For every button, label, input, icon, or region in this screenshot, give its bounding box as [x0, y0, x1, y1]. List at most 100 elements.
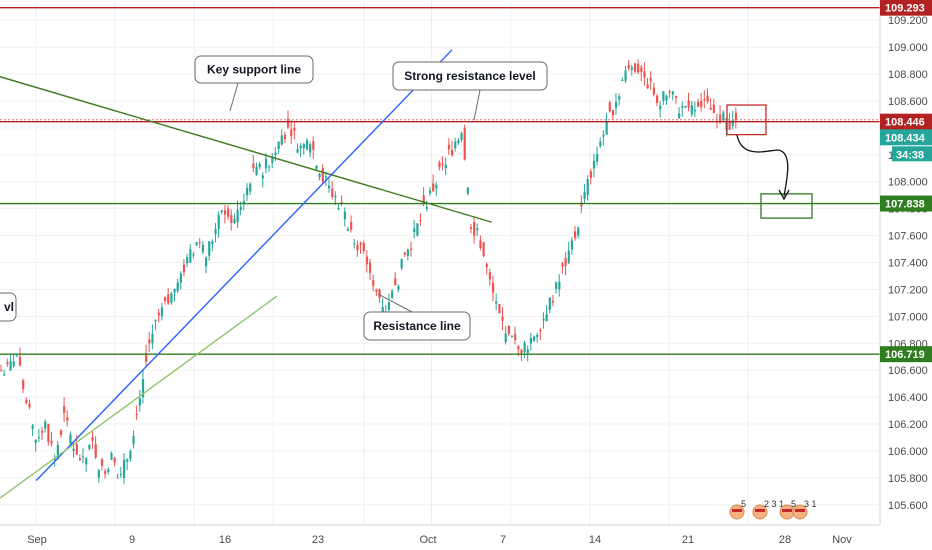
candle-body: [41, 430, 44, 433]
candle-body: [643, 71, 646, 78]
trendlines: [0, 49, 492, 499]
candle-body: [728, 121, 731, 130]
level-price-label: 106.719: [885, 349, 925, 361]
candle-body: [302, 144, 305, 149]
candle-body: [337, 208, 340, 210]
candle-body: [331, 188, 334, 197]
callout: vl: [0, 292, 17, 322]
candle-body: [712, 104, 715, 113]
candle-body: [633, 63, 637, 72]
candle-body: [570, 240, 574, 250]
candle-body: [608, 102, 611, 112]
candle-body: [637, 63, 640, 73]
candle-body: [674, 95, 678, 98]
candle-body: [548, 297, 551, 310]
candle-body: [463, 127, 466, 160]
candle-body: [485, 264, 488, 268]
candle-body: [167, 294, 170, 304]
candle-body: [328, 185, 331, 189]
candle-body: [97, 469, 100, 478]
candle-body: [186, 257, 189, 264]
forecast-arrow: [736, 134, 789, 197]
candle-body: [157, 312, 160, 316]
candle-body: [0, 370, 3, 372]
y-tick-label: 108.000: [888, 177, 928, 189]
candle-body: [233, 218, 236, 223]
candle-body: [214, 228, 217, 235]
candle-body: [220, 210, 223, 213]
candle-body: [312, 141, 315, 150]
callout-box: [363, 311, 471, 341]
candle-body: [25, 399, 28, 404]
candle-body: [365, 256, 369, 265]
candle-body: [693, 109, 697, 112]
timer-tag: [892, 146, 932, 162]
y-tick-label: 109.000: [888, 42, 928, 54]
y-tick-label: 105.600: [888, 500, 928, 512]
x-tick-label: 7: [500, 534, 506, 546]
candle-body: [249, 183, 252, 192]
candle-body: [141, 379, 145, 398]
candle-body: [100, 459, 104, 466]
last-price-tag: [880, 129, 932, 146]
candle-body: [305, 140, 309, 150]
candle-body: [577, 227, 580, 236]
candle-body: [15, 355, 18, 357]
candle-body: [564, 258, 567, 267]
candle-body: [88, 444, 91, 449]
event-group-4: 3 1: [792, 499, 817, 520]
candle-body: [359, 242, 362, 245]
event-group-1: 5: [729, 499, 746, 520]
candle-body: [189, 249, 192, 263]
horizontal-levels: [0, 7, 880, 355]
candle-body: [671, 91, 674, 95]
y-tick-label: 107.200: [888, 284, 928, 296]
candle-body: [3, 374, 6, 376]
candle-body: [195, 242, 198, 246]
callout-text: vl: [4, 300, 14, 314]
candle-body: [592, 160, 596, 169]
candle-body: [574, 231, 577, 239]
candle-body: [227, 208, 230, 217]
candle-body: [533, 336, 536, 341]
forecast-box-red: [726, 104, 767, 136]
candle-body: [501, 316, 504, 321]
candle-body: [678, 113, 681, 119]
candle-body: [684, 106, 687, 108]
candle-body: [164, 297, 167, 302]
trendline: [0, 76, 492, 223]
candle-body: [466, 187, 469, 194]
x-tick-label: 14: [589, 534, 601, 546]
level-price-tag: [880, 113, 932, 130]
candle-body: [444, 164, 447, 169]
candle-body: [53, 458, 56, 460]
candle-body: [261, 175, 264, 179]
event-count: 2 3 1: [764, 499, 784, 509]
y-tick-label: 106.000: [888, 446, 928, 458]
y-tick-label: 108.600: [888, 96, 928, 108]
candle-body: [451, 150, 454, 156]
candle-body: [624, 70, 627, 81]
candle-body: [132, 436, 135, 445]
x-tick-label: 23: [312, 534, 324, 546]
candle-body: [334, 195, 337, 197]
candle-body: [722, 112, 725, 121]
y-tick-label: 106.400: [888, 392, 928, 404]
candle-body: [611, 110, 615, 116]
candle-body: [615, 102, 618, 108]
candle-body: [242, 201, 246, 204]
candle-body: [410, 248, 413, 250]
candle-body: [123, 459, 126, 478]
candle-body: [205, 257, 208, 267]
x-tick-label: 28: [779, 534, 791, 546]
candle-body: [287, 118, 290, 128]
candle-body: [504, 333, 507, 342]
candle-body: [419, 220, 422, 222]
event-group-3: 5: [779, 499, 796, 520]
candle-body: [397, 285, 400, 290]
candle-body: [561, 263, 564, 267]
candle-body: [662, 91, 665, 101]
candle-body: [589, 171, 592, 178]
candle-body: [230, 215, 233, 224]
